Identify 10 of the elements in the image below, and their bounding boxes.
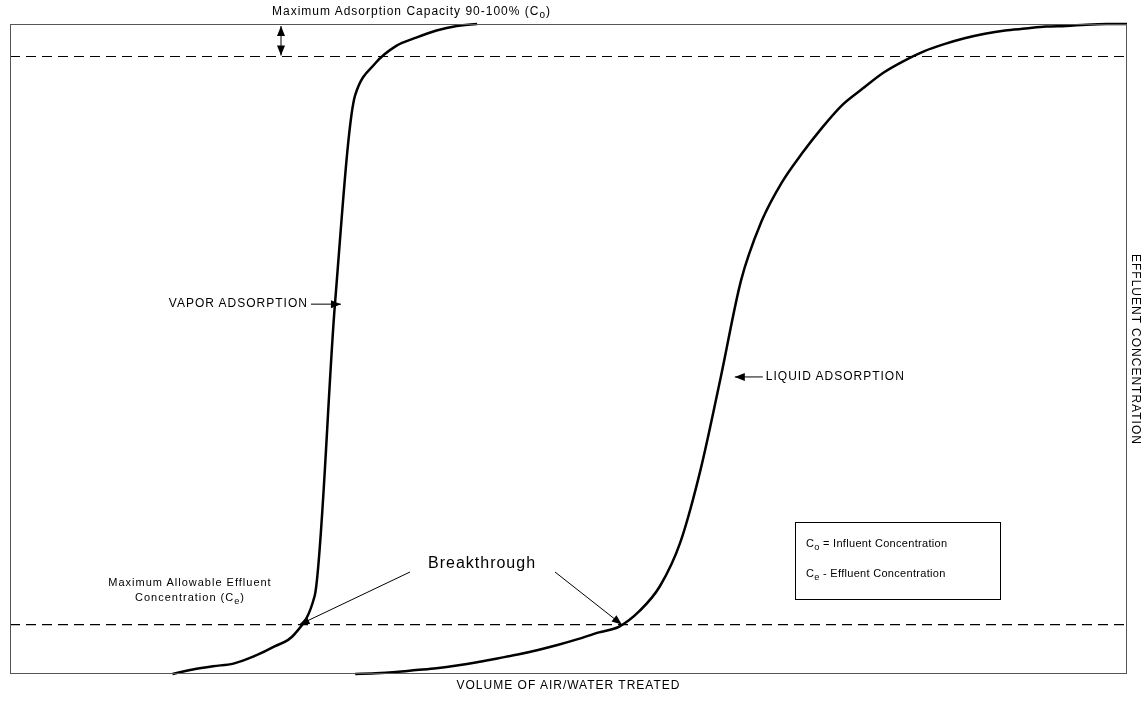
- ref-line-label: Maximum Allowable Effluent Concentration (C$_{e}$): [107, 575, 273, 609]
- series-label: VAPOR ADSORPTION: [168, 296, 308, 311]
- annotation: Breakthrough: [428, 554, 537, 572]
- key-box: C$_{o}$ = Influent Concentration C$_{e}$ - Effluent Concentration: [795, 522, 1001, 600]
- ref-line-label: Maximum Adsorption Capacity 90-100% (C$_{o}$): [272, 4, 551, 21]
- annotation: C$_{e}$ - Effluent Concentration: [806, 567, 946, 583]
- y-axis-title: EFFLUENT CONCENTRATION: [1128, 252, 1143, 447]
- legend-label: LIQUID ADSORPTION: [765, 368, 905, 383]
- annotation: C$_{o}$ = Influent Concentration: [806, 537, 948, 553]
- x-axis-title: VOLUME OF AIR/WATER TREATED: [455, 678, 682, 692]
